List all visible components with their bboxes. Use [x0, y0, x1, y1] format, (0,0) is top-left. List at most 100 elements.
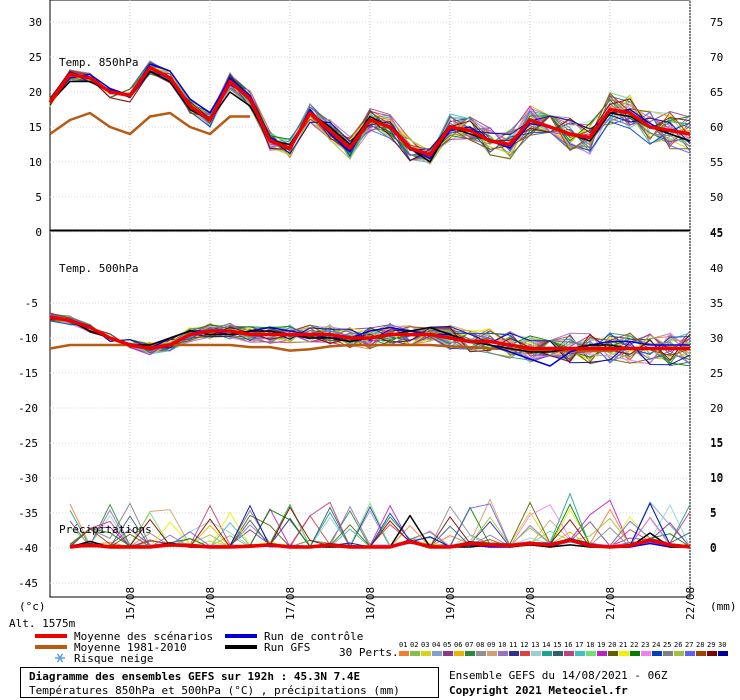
pert-id-label: 06	[454, 641, 462, 649]
pert-swatch	[498, 651, 508, 656]
legend: Moyenne des scénarios Moyenne 1981-2010 …	[35, 630, 728, 665]
pert-swatch	[619, 651, 629, 656]
series-line	[49, 315, 690, 351]
legend-perts-label: 30 Perts.	[339, 646, 399, 659]
pert-id-label: 25	[663, 641, 671, 649]
legend-control-run: Run de contrôle	[264, 630, 363, 643]
x-tick-label: 20/08	[524, 587, 537, 620]
pert-swatch	[399, 651, 409, 656]
pert-swatch	[553, 651, 563, 656]
pert-id-label: 13	[531, 641, 539, 649]
panel-label-precip: Précipitations	[59, 523, 152, 536]
y-tick-left-850: 25	[29, 51, 42, 64]
y-tick-right-850: 55	[710, 156, 723, 169]
pert-id-label: 05	[443, 641, 451, 649]
pert-id-label: 16	[564, 641, 572, 649]
pert-swatch	[531, 651, 541, 656]
y-tick-right-850: 60	[710, 121, 723, 134]
pert-id-label: 22	[630, 641, 638, 649]
legend-scenario-mean: Moyenne des scénarios	[74, 630, 213, 643]
y-tick-right-precip: 10	[710, 471, 723, 484]
pert-id-label: 20	[608, 641, 616, 649]
snowflake-icon	[55, 653, 65, 663]
x-tick-label: 16/08	[204, 587, 217, 620]
x-tick-label: 22/08	[684, 587, 697, 620]
y-tick-right-850: 45	[710, 226, 723, 239]
pert-swatch	[476, 651, 486, 656]
pert-id-label: 04	[432, 641, 440, 649]
y-tick-right-850: 75	[710, 16, 723, 29]
pert-swatch	[696, 651, 706, 656]
pert-id-label: 10	[498, 641, 506, 649]
y-tick-right-500: 25	[710, 367, 723, 380]
pert-swatch	[432, 651, 442, 656]
pert-id-label: 09	[487, 641, 495, 649]
series-line	[48, 65, 691, 157]
y-tick-right-500: 30	[710, 332, 723, 345]
y-tick-left-500: -45	[18, 577, 38, 590]
axis-ticks: 15/08 16/08 17/08 18/08 19/08 20/08 21/08 22/08…	[18, 16, 723, 620]
pert-swatch	[454, 651, 464, 656]
run-info: Ensemble GEFS du 14/08/2021 - 06Z	[449, 669, 668, 682]
x-tick-label: 19/08	[444, 587, 457, 620]
y-tick-right-precip: 0	[710, 541, 717, 554]
pert-swatch	[663, 651, 673, 656]
main-series	[48, 63, 691, 549]
y-tick-left-500: -40	[18, 542, 38, 555]
y-tick-left-500: -15	[18, 367, 38, 380]
pert-swatch	[630, 651, 640, 656]
pert-id-label: 03	[421, 641, 429, 649]
y-tick-left-500: -10	[18, 332, 38, 345]
y-tick-right-500: 45	[710, 227, 723, 240]
pert-id-label: 21	[619, 641, 627, 649]
legend-snow-risk: Risque neige	[74, 652, 153, 665]
pert-swatch	[652, 651, 662, 656]
ensemble-line	[69, 499, 691, 548]
series-line	[49, 111, 250, 136]
pert-swatch	[421, 651, 431, 656]
copyright: Copyright 2021 Meteociel.fr	[449, 684, 628, 697]
x-tick-label: 15/08	[124, 587, 137, 620]
y-tick-left-500: -5	[25, 297, 38, 310]
y-tick-right-precip: 5	[710, 506, 717, 519]
pert-id-label: 15	[553, 641, 561, 649]
pert-swatch	[487, 651, 497, 656]
right-unit-label: (mm)	[710, 600, 737, 613]
y-tick-left-850: 5	[35, 191, 42, 204]
panel-label-850: Temp. 850hPa	[59, 56, 138, 69]
y-tick-left-500: -35	[18, 507, 38, 520]
pert-id-label: 27	[685, 641, 693, 649]
y-tick-right-850: 70	[710, 51, 723, 64]
pert-id-label: 17	[575, 641, 583, 649]
pert-swatch	[674, 651, 684, 656]
pert-id-label: 01	[399, 641, 407, 649]
y-tick-right-850: 50	[710, 191, 723, 204]
pert-swatch	[608, 651, 618, 656]
y-tick-right-500: 15	[710, 437, 723, 450]
chart-subtitle: Températures 850hPa et 500hPa (°C) , pré…	[29, 684, 400, 697]
pert-swatch	[410, 651, 420, 656]
chart-title: Diagramme des ensembles GEFS sur 192h : …	[29, 670, 361, 683]
pert-swatch	[443, 651, 453, 656]
y-tick-right-500: 10	[710, 472, 723, 485]
y-tick-left-850: 0	[35, 226, 42, 239]
pert-id-label: 30	[718, 641, 726, 649]
pert-swatch	[465, 651, 475, 656]
pert-swatch	[586, 651, 596, 656]
y-tick-right-500: 20	[710, 402, 723, 415]
y-tick-right-precip: 15	[710, 436, 723, 449]
pert-id-label: 26	[674, 641, 682, 649]
pert-id-label: 28	[696, 641, 704, 649]
pert-swatch	[575, 651, 585, 656]
panel-label-500: Temp. 500hPa	[59, 262, 138, 275]
perturbation-legend: 01 02 03 04 05 06 07 08 09 10 11 12 13 14 15 16 17 18 19 20…	[399, 641, 728, 656]
y-tick-right-850: 65	[710, 86, 723, 99]
pert-swatch	[564, 651, 574, 656]
pert-id-label: 23	[641, 641, 649, 649]
x-tick-label: 21/08	[604, 587, 617, 620]
altitude-label: Alt. 1575m	[9, 617, 76, 630]
pert-id-label: 12	[520, 641, 528, 649]
series-line	[49, 70, 691, 163]
pert-id-label: 07	[465, 641, 473, 649]
